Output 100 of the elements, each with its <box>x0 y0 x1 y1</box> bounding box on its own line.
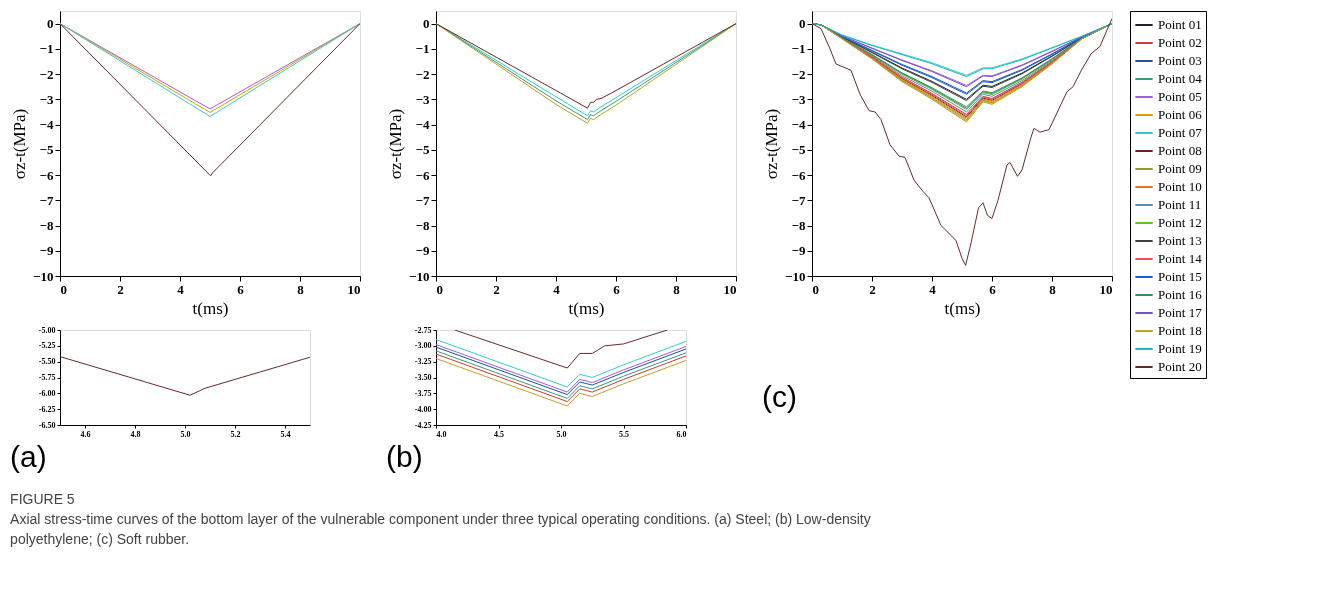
legend-label: Point 18 <box>1158 323 1202 338</box>
legend-label: Point 14 <box>1158 251 1203 266</box>
x-tick-label: 10 <box>347 281 361 297</box>
y-tick-label: -3.75 <box>414 388 432 398</box>
text: (c) <box>762 380 798 413</box>
legend-label: Point 02 <box>1158 35 1202 50</box>
x-tick-label: 5.0 <box>180 429 191 439</box>
y-tick-label: −10 <box>409 268 430 284</box>
x-tick-label: 5.2 <box>230 429 241 439</box>
x-tick-label: 6.0 <box>676 429 687 439</box>
y-tick-label: −10 <box>33 268 54 284</box>
text: (b) <box>386 439 423 473</box>
y-tick-label: −4 <box>415 117 430 133</box>
x-tick-label: 5.4 <box>280 429 291 439</box>
y-tick-label: −9 <box>791 243 806 259</box>
x-tick-label: 4.8 <box>130 429 141 439</box>
y-tick-label: -6.00 <box>38 388 56 398</box>
y-tick-label: −2 <box>39 66 54 82</box>
x-tick-label: 8 <box>673 281 681 297</box>
y-tick-label: −8 <box>415 218 430 234</box>
y-tick-label: 0 <box>799 16 806 32</box>
y-tick-label: −3 <box>415 91 430 107</box>
x-axis-title: t(ms) <box>944 298 981 318</box>
y-tick-label: -3.50 <box>414 373 432 382</box>
y-tick-label: −7 <box>415 192 430 208</box>
legend-label: Point 08 <box>1158 143 1202 158</box>
caption: FIGURE 5 <box>10 490 75 507</box>
x-tick-label: 6 <box>237 281 245 297</box>
legend-label: Point 06 <box>1158 107 1203 122</box>
y-tick-label: 0 <box>47 16 54 32</box>
x-tick-label: 0 <box>436 281 443 297</box>
x-axis-title: t(ms) <box>192 298 229 318</box>
x-tick-label: 6 <box>989 281 997 297</box>
text: (a) <box>10 439 47 473</box>
legend-label: Point 11 <box>1158 197 1202 212</box>
x-tick-label: 4.0 <box>436 429 447 439</box>
y-tick-label: −5 <box>415 142 430 158</box>
y-tick-label: −9 <box>415 243 430 259</box>
y-tick-label: −4 <box>39 117 54 133</box>
y-tick-label: -5.50 <box>38 357 56 367</box>
y-tick-label: -5.25 <box>38 341 56 351</box>
y-tick-label: -5.00 <box>38 325 56 335</box>
y-tick-label: −2 <box>415 66 430 82</box>
y-tick-label: −7 <box>39 192 54 208</box>
legend-label: Point 01 <box>1158 17 1202 32</box>
legend-label: Point 05 <box>1158 89 1202 104</box>
x-tick-label: 2 <box>117 281 124 297</box>
y-tick-label: -3.25 <box>414 357 432 367</box>
y-tick-label: −1 <box>415 41 430 57</box>
y-tick-label: −10 <box>785 268 806 284</box>
legend-label: Point 13 <box>1158 233 1202 248</box>
y-axis-title: σz-t(MPa) <box>10 108 30 180</box>
x-tick-label: 4.6 <box>80 429 91 439</box>
legend-label: Point 03 <box>1158 53 1202 68</box>
y-tick-label: -2.75 <box>414 325 432 335</box>
x-tick-label: 4 <box>177 281 185 297</box>
y-tick-label: -6.50 <box>38 420 56 430</box>
x-tick-label: 6 <box>613 281 621 297</box>
y-tick-label: −6 <box>415 167 430 183</box>
x-tick-label: 5.5 <box>619 429 629 439</box>
y-tick-label: −3 <box>39 91 54 107</box>
y-tick-label: −4 <box>791 117 806 133</box>
y-axis-title: σz-t(MPa) <box>762 108 782 180</box>
x-tick-label: 5.0 <box>556 429 567 439</box>
y-tick-label: −5 <box>39 142 54 158</box>
x-tick-label: 10 <box>723 281 737 297</box>
x-tick-label: 0 <box>812 281 819 297</box>
x-tick-label: 2 <box>869 281 876 297</box>
y-tick-label: -6.25 <box>38 404 56 414</box>
y-tick-label: 0 <box>423 16 430 32</box>
y-axis-title: σz-t(MPa) <box>386 108 406 180</box>
y-tick-label: −9 <box>39 243 54 259</box>
y-tick-label: −7 <box>791 192 806 208</box>
y-tick-label: −3 <box>791 91 806 107</box>
legend-label: Point 04 <box>1158 71 1203 86</box>
x-tick-label: 4.5 <box>494 429 504 439</box>
legend-label: Point 19 <box>1158 341 1202 356</box>
legend-label: Point 09 <box>1158 161 1202 176</box>
legend-label: Point 17 <box>1158 305 1203 320</box>
x-tick-label: 8 <box>1049 281 1057 297</box>
y-tick-label: −8 <box>39 218 54 234</box>
legend-label: Point 15 <box>1158 269 1202 284</box>
y-tick-label: −1 <box>39 41 54 57</box>
x-tick-label: 0 <box>60 281 67 297</box>
x-tick-label: 2 <box>493 281 500 297</box>
y-tick-label: −8 <box>791 218 806 234</box>
x-tick-label: 10 <box>1099 281 1113 297</box>
text: Axial stress-time curves of the bottom layer of the vulnerable component under three typical operating conditions. (a) Steel; (b) Low-density polyethylene; (c) Soft rubber. <box>10 510 871 547</box>
y-tick-label: -3.00 <box>414 341 432 351</box>
y-tick-label: -5.75 <box>38 373 56 382</box>
legend-label: Point 16 <box>1158 287 1203 302</box>
y-tick-label: −5 <box>791 142 806 158</box>
y-tick-label: −1 <box>791 41 806 57</box>
x-tick-label: 8 <box>297 281 305 297</box>
x-axis-title: t(ms) <box>568 298 605 318</box>
y-tick-label: −2 <box>791 66 806 82</box>
x-tick-label: 4 <box>929 281 937 297</box>
y-tick-label: -4.00 <box>414 404 432 414</box>
y-tick-label: -4.25 <box>414 420 432 430</box>
y-tick-label: −6 <box>39 167 54 183</box>
